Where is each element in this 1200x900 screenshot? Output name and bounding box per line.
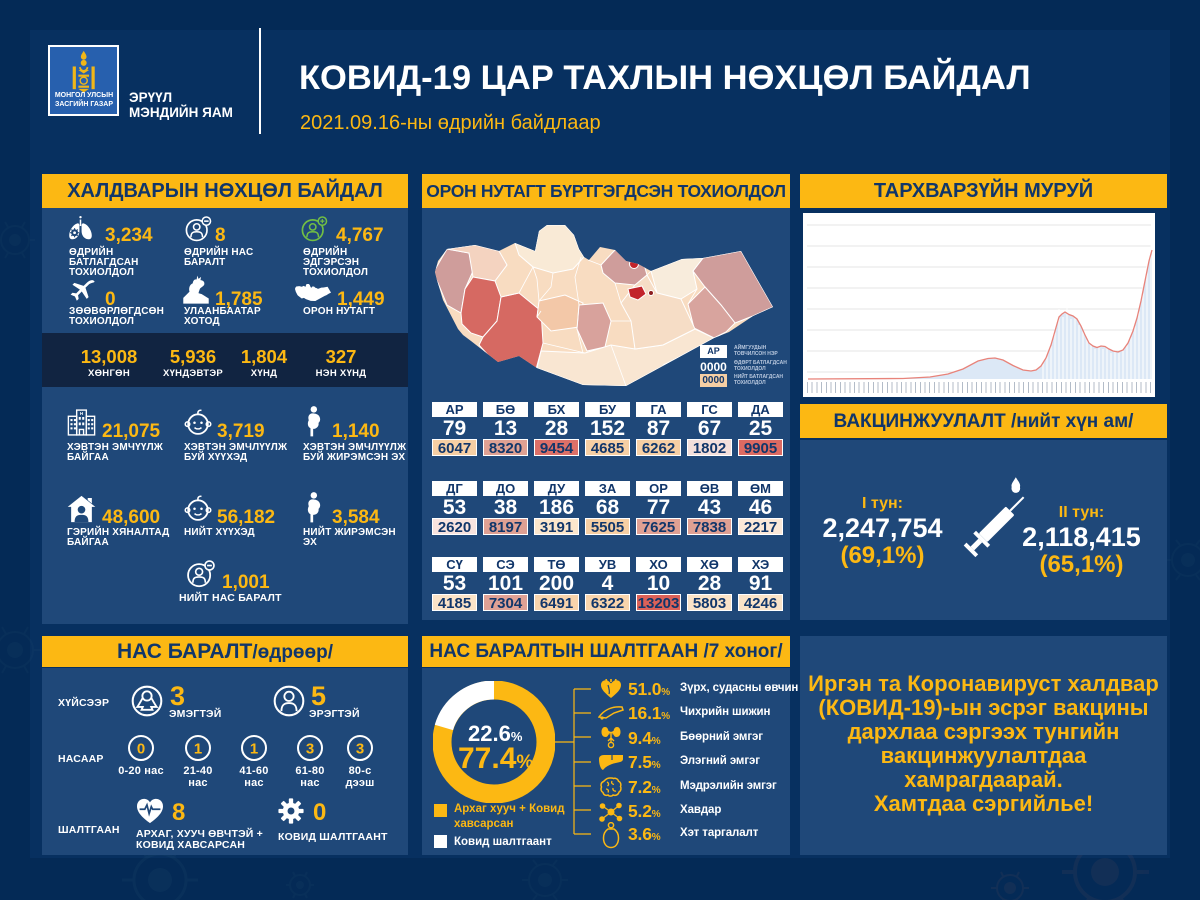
svg-text:1: 1 xyxy=(194,741,202,758)
svg-text:3: 3 xyxy=(356,741,364,758)
svg-text:1: 1 xyxy=(250,741,258,758)
svg-text:Н: Н xyxy=(80,411,83,416)
svg-text:0: 0 xyxy=(137,741,145,758)
svg-text:3: 3 xyxy=(306,741,314,758)
